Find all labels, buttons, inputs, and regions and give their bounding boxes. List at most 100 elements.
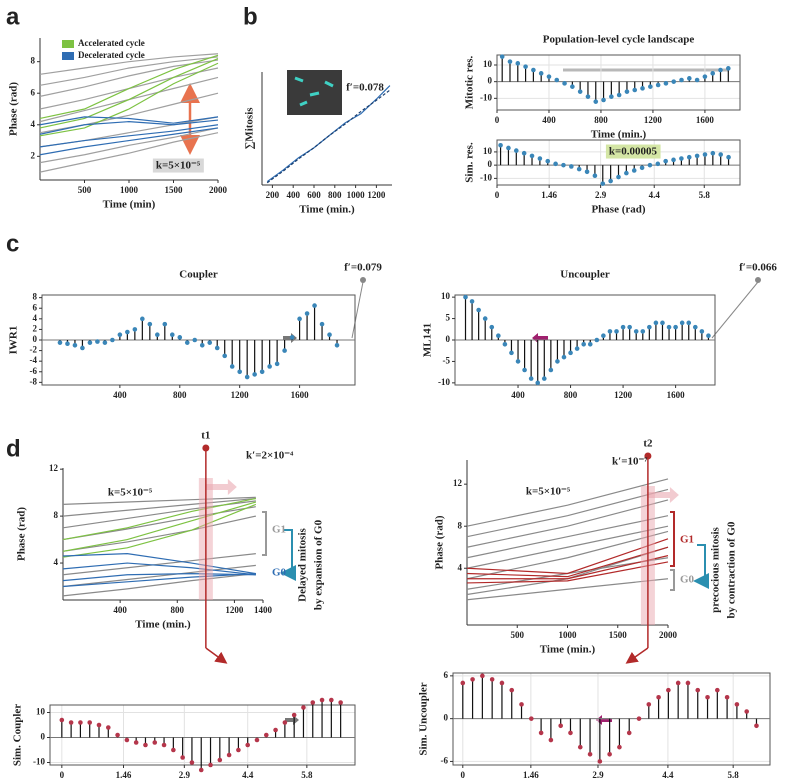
stem-marker <box>663 158 668 164</box>
x-tick-label: 400 <box>542 115 556 125</box>
y-axis-label: Sim. res. <box>464 142 476 183</box>
stem-marker <box>152 740 158 745</box>
bracket <box>670 511 675 567</box>
x-tick-label: 800 <box>171 605 185 615</box>
x-tick-label: 1600 <box>696 115 715 125</box>
stem-marker <box>110 337 115 343</box>
stem-marker <box>95 339 100 344</box>
stem-marker <box>519 702 524 707</box>
y-tick-label: 12 <box>453 478 463 488</box>
stem-marker <box>282 348 287 353</box>
stem-marker <box>666 687 671 693</box>
series-line <box>62 572 256 582</box>
x-axis-label: Time (min.) <box>540 644 596 656</box>
stem-marker <box>724 694 730 700</box>
time-marker-arrow <box>625 647 649 664</box>
stem-marker <box>679 77 684 83</box>
series-line <box>39 116 219 126</box>
stem-marker <box>310 700 316 705</box>
stem-marker <box>274 361 280 367</box>
inset-arrows <box>294 76 334 107</box>
annotation: f′=0.078 <box>346 82 384 94</box>
stem-marker <box>647 324 652 330</box>
stem-marker <box>718 152 724 157</box>
series-line <box>39 59 219 97</box>
y-tick-label: 4 <box>31 119 36 129</box>
annotation: k=5×10⁻⁵ <box>108 487 153 499</box>
stem-marker <box>584 169 590 175</box>
stem-marker <box>673 324 678 330</box>
x-tick-label: 1000 <box>347 190 366 200</box>
stem-marker <box>515 359 521 364</box>
y-tick-label: 4 <box>54 557 59 567</box>
stem-marker <box>87 340 93 345</box>
x-tick-label: 1600 <box>667 390 686 400</box>
chart-title: Population-level cycle landscape <box>543 34 695 46</box>
stem-marker <box>509 350 514 356</box>
stem-marker <box>482 316 488 321</box>
stem-marker <box>561 354 567 360</box>
stem-marker <box>600 181 606 186</box>
stem-marker <box>538 730 544 736</box>
stem-marker <box>78 720 83 725</box>
stem-marker <box>57 340 63 345</box>
x-tick-label: 2.9 <box>592 770 604 780</box>
y-tick-label: 4 <box>458 562 463 572</box>
stem-marker <box>545 158 551 164</box>
series-line <box>62 501 257 552</box>
series-line <box>39 56 219 86</box>
stem-marker <box>581 341 586 347</box>
series-line <box>62 515 256 552</box>
x-tick-label: 1.46 <box>541 190 557 200</box>
stem-marker <box>601 97 606 103</box>
x-tick-label: 2000 <box>209 185 228 195</box>
series-line <box>62 497 256 517</box>
stem-marker <box>558 723 563 729</box>
shade-arrow <box>647 487 679 503</box>
stem-marker <box>463 294 468 300</box>
stem-marker <box>587 752 593 757</box>
y-tick-label: 8 <box>458 520 463 530</box>
stem-marker <box>576 166 582 172</box>
plot-frame <box>496 139 741 186</box>
stem-marker <box>226 752 232 758</box>
stem-marker <box>553 161 558 167</box>
stem-marker <box>695 687 701 693</box>
x-tick-label: 800 <box>328 190 342 200</box>
stem-marker <box>592 173 598 179</box>
stem-marker <box>671 79 677 84</box>
stem-marker <box>252 372 257 377</box>
stem-marker <box>655 161 661 167</box>
x-tick-label: 500 <box>511 630 525 640</box>
stem-marker <box>647 162 653 168</box>
stem-marker <box>125 329 130 335</box>
x-tick-label: 1600 <box>291 390 310 400</box>
stem-marker <box>593 99 599 104</box>
series-line <box>39 127 219 156</box>
stem-marker <box>541 376 547 381</box>
x-tick-label: 1400 <box>254 605 273 615</box>
annotation: k′=10⁻⁷ <box>612 456 648 468</box>
series-line <box>39 54 219 120</box>
series-line <box>62 553 256 576</box>
stem-marker <box>521 150 527 156</box>
stem-marker <box>531 67 536 73</box>
x-tick-label: 2.9 <box>179 770 191 780</box>
y-axis-label: Mitotic res. <box>464 55 476 109</box>
series-line <box>62 497 256 541</box>
stem-marker <box>236 747 241 753</box>
annotation: f′=0.066 <box>739 262 777 274</box>
stem-marker <box>636 716 642 721</box>
stem-marker <box>509 687 515 693</box>
shade-arrow <box>205 479 237 495</box>
stem-marker <box>515 61 521 66</box>
stem-marker <box>656 694 661 700</box>
x-tick-label: 1500 <box>609 630 628 640</box>
x-tick-label: 1000 <box>559 630 578 640</box>
annotation: k=5×10⁻⁵ <box>526 486 571 498</box>
stem-marker <box>616 174 621 180</box>
stem-marker <box>140 316 145 322</box>
transition-arrow <box>693 544 709 589</box>
stem-marker <box>648 84 653 89</box>
series-line <box>39 53 219 75</box>
